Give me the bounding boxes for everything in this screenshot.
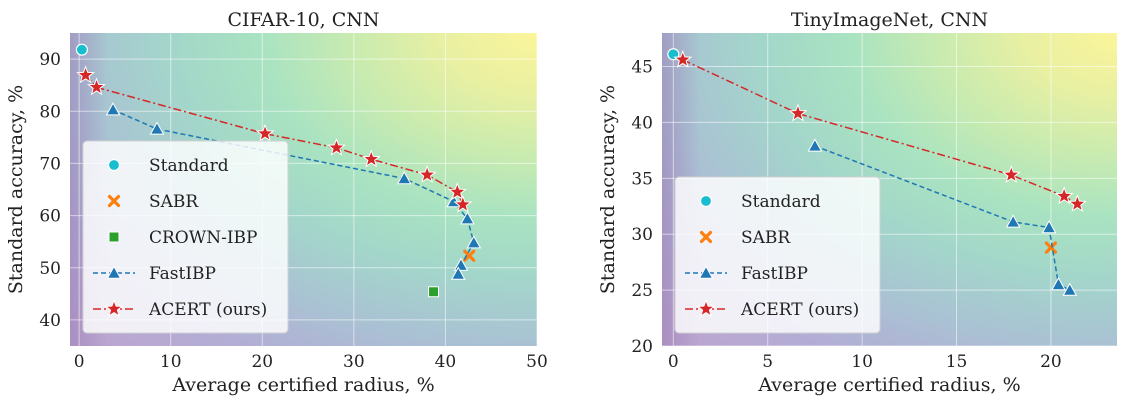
legend-marker-standard: [107, 158, 121, 172]
x-tick-label: 50: [526, 352, 548, 372]
y-tick-label: 40: [631, 113, 653, 133]
data-point-fastibp: [1041, 219, 1057, 234]
legend: Standard SABR CROWN-IBP FastIBP ACERT (ours): [82, 140, 289, 334]
y-tick-label: 60: [39, 207, 61, 227]
legend-label-crown-ibp: CROWN-IBP: [149, 228, 257, 248]
series-sabr: [463, 249, 476, 262]
data-point-acert-ours: [447, 182, 467, 201]
data-point-fastibp: [105, 102, 121, 116]
data-point-fastibp: [466, 235, 482, 249]
data-point-acert-ours: [327, 137, 346, 156]
legend-label-acert-ours: ACERT (ours): [148, 300, 267, 320]
y-tick-label: 30: [631, 225, 653, 245]
y-tick-label: 45: [631, 58, 653, 78]
data-point-standard: [75, 43, 89, 56]
legend-marker-fastibp: [106, 265, 122, 279]
legend-label-fastibp: FastIBP: [149, 264, 216, 284]
legend-label-sabr: SABR: [741, 228, 791, 248]
legend-box: [674, 176, 881, 334]
series-line-fastibp: [112, 109, 475, 275]
data-point-acert-ours: [788, 103, 808, 122]
legend-marker-acert-ours: [696, 299, 716, 318]
x-tick-label: 5: [762, 352, 773, 372]
series-crown-ibp: [428, 286, 440, 298]
data-point-acert-ours: [417, 164, 437, 183]
chart-panel-2: 0 5 10 15 20 20 25 30 35 40 45 TinyImageNet, CNN Ave…: [597, 9, 1117, 396]
x-tick-label: 10: [851, 352, 873, 372]
x-tick-label: 20: [1040, 352, 1062, 372]
x-tick-label: 30: [343, 352, 365, 372]
x-tick-label: 0: [74, 352, 85, 372]
legend-marker-sabr: [107, 194, 121, 208]
data-point-fastibp: [149, 121, 165, 135]
data-point-crown-ibp: [428, 286, 440, 298]
series-fastibp: [807, 138, 1078, 296]
chart-title: CIFAR-10, CNN: [227, 9, 379, 31]
data-point-fastibp: [450, 266, 466, 280]
y-tick-label: 35: [631, 169, 653, 189]
series-acert-ours: [673, 49, 1087, 213]
y-tick-label: 90: [39, 50, 61, 70]
legend-marker-standard: [699, 194, 713, 208]
data-point-acert-ours: [76, 65, 95, 84]
y-tick-label: 80: [39, 102, 61, 122]
y-tick-label: 40: [39, 311, 61, 331]
legend-label-standard: Standard: [149, 156, 229, 176]
data-point-acert-ours: [1067, 194, 1087, 213]
plot-area: [75, 43, 482, 298]
legend-label-acert-ours: ACERT (ours): [740, 300, 859, 320]
y-tick-label: 25: [631, 281, 653, 301]
data-point-sabr: [463, 249, 476, 262]
chart-panel-1: 0 10 20 30 40 50 40 50 60 70 80 90 CIFAR-10, CNN Aver…: [5, 9, 548, 396]
chart-title: TinyImageNet, CNN: [791, 9, 988, 31]
data-point-acert-ours: [1054, 186, 1074, 205]
legend-box: [82, 140, 289, 334]
x-axis-label: Average certified radius, %: [757, 374, 1020, 396]
legend-marker-sabr: [699, 230, 713, 244]
legend-label-sabr: SABR: [149, 192, 199, 212]
data-point-fastibp: [460, 211, 475, 225]
series-line-acert-ours: [682, 59, 1078, 205]
data-point-fastibp: [1005, 214, 1021, 228]
series-sabr: [1044, 241, 1058, 254]
data-point-fastibp: [1051, 276, 1066, 291]
legend-marker-acert-ours: [104, 299, 124, 318]
x-tick-label: 40: [435, 352, 457, 372]
x-axis-label: Average certified radius, %: [171, 374, 434, 396]
legend: Standard SABR FastIBP ACERT (ours): [674, 176, 881, 334]
series-standard: [75, 43, 89, 56]
data-point-acert-ours: [453, 194, 473, 213]
legend-marker-crown-ibp: [108, 231, 120, 243]
y-axis-label: Standard accuracy, %: [5, 85, 27, 294]
y-tick-label: 70: [39, 154, 61, 174]
plot-area: [667, 48, 1087, 296]
data-point-fastibp: [1062, 282, 1078, 296]
x-tick-label: 15: [946, 352, 968, 372]
series-acert-ours: [76, 65, 473, 213]
data-point-acert-ours: [361, 149, 381, 168]
x-tick-label: 0: [668, 352, 679, 372]
y-tick-label: 50: [39, 259, 61, 279]
legend-label-standard: Standard: [741, 192, 821, 212]
data-point-acert-ours: [1001, 165, 1021, 183]
data-point-fastibp: [807, 138, 823, 152]
data-point-sabr: [1044, 241, 1058, 254]
y-tick-label: 20: [631, 337, 653, 357]
data-point-fastibp: [396, 171, 412, 185]
legend-marker-fastibp: [698, 265, 714, 279]
legend-label-fastibp: FastIBP: [741, 264, 808, 284]
x-tick-label: 10: [160, 352, 182, 372]
y-axis-label: Standard accuracy, %: [597, 85, 619, 294]
x-tick-label: 20: [251, 352, 273, 372]
data-point-acert-ours: [87, 77, 106, 96]
data-point-acert-ours: [255, 123, 275, 142]
series-fastibp: [105, 102, 482, 280]
data-point-acert-ours: [673, 49, 693, 68]
